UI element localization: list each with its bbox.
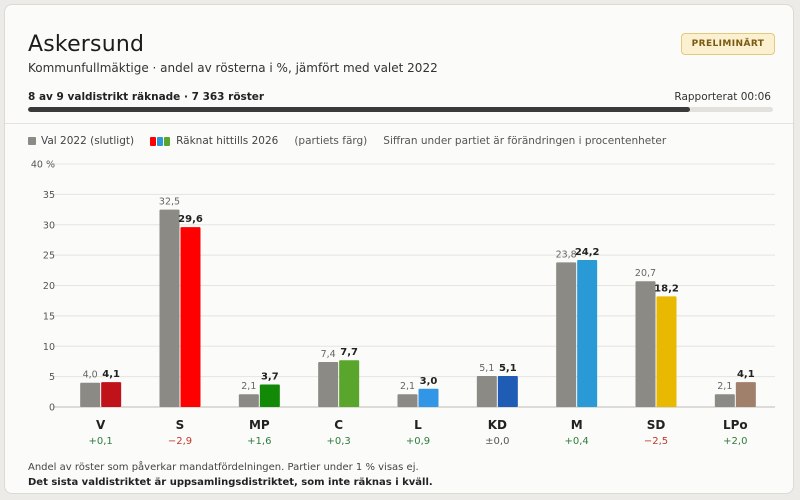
value-label-2026: 4,1	[102, 369, 120, 380]
bar-2022-M	[556, 262, 577, 407]
bar-2026-LPo	[735, 382, 756, 407]
value-label-2022: 2,1	[241, 381, 256, 392]
reported-time: Rapporterat 00:06	[674, 91, 771, 103]
value-label-2026: 3,0	[420, 376, 438, 387]
chart-legend: Val 2022 (slutligt) Räknat hittills 2026…	[28, 135, 682, 147]
value-label-2022: 2,1	[717, 381, 732, 392]
bar-2022-C	[318, 362, 339, 407]
bar-2026-C	[339, 360, 360, 407]
value-label-2022: 20,7	[635, 268, 656, 279]
page-title: Askersund	[28, 32, 145, 57]
change-label: +0,3	[327, 436, 351, 447]
change-label: +0,9	[406, 436, 430, 447]
bar-2026-MP	[259, 384, 280, 407]
party-label: LPo	[723, 418, 748, 432]
y-tick-label: 30	[43, 220, 55, 231]
count-progress-fill	[28, 107, 691, 112]
legend-item-2022: Val 2022 (slutligt)	[28, 135, 134, 147]
change-label: −2,5	[644, 436, 668, 447]
y-tick-label: 10	[43, 342, 55, 353]
y-tick-label: 20	[43, 281, 55, 292]
value-label-2026: 3,7	[261, 372, 279, 383]
change-label: ±0,0	[485, 436, 509, 447]
page-subtitle: Kommunfullmäktige · andel av rösterna i …	[28, 61, 438, 75]
legend-change-note-text: Siffran under partiet är förändringen i …	[383, 135, 667, 147]
change-label: +1,6	[247, 436, 271, 447]
value-label-2026: 24,2	[575, 247, 600, 258]
legend-party-color-note: (partiets färg)	[294, 135, 367, 147]
bar-2026-M	[577, 259, 598, 407]
footnote-collection-district: Det sista valdistriktet är uppsamlingsdi…	[28, 477, 433, 488]
count-progress-bar	[28, 107, 773, 112]
legend-party-color-note-text: (partiets färg)	[294, 135, 368, 147]
bar-2026-S	[180, 227, 201, 407]
value-label-2026: 5,1	[499, 363, 517, 374]
bar-chart: 0 5 10 15 20 25 30 35 40 % 4,0 4,1 V +0,1 32,5 29,6 S −2…	[31, 160, 775, 447]
y-tick-label: 15	[43, 311, 55, 322]
value-label-2026: 29,6	[178, 214, 203, 225]
legend-swatch-2026	[150, 136, 171, 146]
y-tick-label: 40 %	[31, 160, 55, 171]
value-label-2022: 23,8	[556, 249, 577, 260]
party-label: L	[414, 418, 422, 432]
y-tick-label: 5	[49, 372, 55, 383]
y-tick-label: 0	[49, 403, 55, 414]
party-label: V	[96, 418, 106, 432]
bar-2022-S	[159, 209, 180, 407]
result-card: Askersund Kommunfullmäktige · andel av r…	[4, 4, 794, 494]
y-tick-label: 25	[43, 251, 55, 262]
bar-2022-LPo	[714, 394, 735, 407]
party-label: SD	[647, 418, 666, 432]
bar-2026-SD	[656, 296, 677, 407]
bar-2022-KD	[476, 376, 497, 407]
value-label-2026: 18,2	[654, 283, 679, 294]
value-label-2022: 7,4	[321, 349, 336, 360]
legend-swatch-2022	[28, 137, 36, 145]
party-label: KD	[488, 418, 507, 432]
value-label-2026: 4,1	[737, 369, 755, 380]
change-label: −2,9	[168, 436, 192, 447]
legend-change-note: Siffran under partiet är förändringen i …	[383, 135, 666, 147]
change-label: +0,1	[89, 436, 113, 447]
footnote-threshold: Andel av röster som påverkar mandatförde…	[28, 462, 419, 473]
divider	[5, 123, 793, 124]
party-label: C	[334, 418, 343, 432]
change-label: +2,0	[723, 436, 747, 447]
bar-2022-V	[80, 382, 101, 407]
bar-2022-SD	[635, 281, 656, 407]
bar-2026-L	[418, 388, 439, 407]
bar-2026-KD	[497, 376, 518, 407]
change-label: +0,4	[565, 436, 589, 447]
count-progress-label: 8 av 9 valdistrikt räknade · 7 363 röste…	[28, 91, 265, 103]
status-badge: PRELIMINÄRT	[681, 33, 775, 55]
legend-item-2026: Räknat hittills 2026	[150, 135, 278, 147]
bar-2026-V	[101, 382, 122, 407]
party-label: S	[176, 418, 185, 432]
y-tick-label: 35	[43, 190, 55, 201]
value-label-2026: 7,7	[340, 347, 358, 358]
party-label: MP	[249, 418, 270, 432]
value-label-2022: 32,5	[159, 197, 180, 208]
party-label: M	[571, 418, 583, 432]
value-label-2022: 5,1	[479, 363, 494, 374]
legend-label-2022: Val 2022 (slutligt)	[41, 135, 135, 147]
bar-2022-L	[397, 394, 418, 407]
value-label-2022: 4,0	[83, 370, 98, 381]
bar-2022-MP	[238, 394, 259, 407]
value-label-2022: 2,1	[400, 381, 415, 392]
legend-label-2026: Räknat hittills 2026	[176, 135, 279, 147]
